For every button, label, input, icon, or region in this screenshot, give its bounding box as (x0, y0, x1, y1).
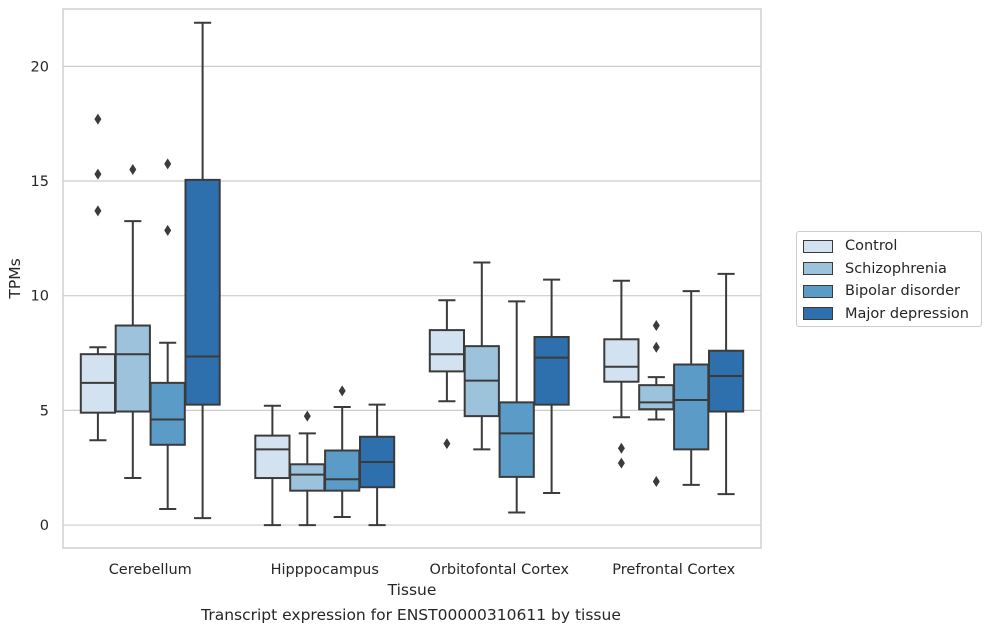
box-3-3 (707, 272, 745, 496)
outlier-point (129, 164, 137, 176)
box-body (324, 449, 361, 492)
x-tick-labels: Cerebellum Hipppocampus Orbitofontal Corte… (109, 562, 736, 578)
outlier-point (338, 385, 346, 397)
outlier-point (94, 205, 102, 217)
box-body (533, 335, 570, 406)
y-tick-label: 0 (40, 518, 49, 534)
outlier-point (164, 158, 172, 170)
legend-label: Schizophrenia (845, 260, 947, 277)
box-1-2 (324, 385, 361, 519)
y-axis-label: TPMs (6, 258, 24, 299)
outlier-point (443, 438, 451, 450)
box-body (498, 401, 535, 478)
box-1-3 (358, 403, 396, 527)
box-2-1 (463, 261, 500, 451)
boxes (79, 21, 745, 527)
outlier-point (617, 457, 625, 469)
box-2-0 (428, 299, 466, 450)
box-body (673, 363, 710, 451)
box-2-3 (533, 278, 570, 494)
box-body (289, 463, 326, 492)
chart-caption: Transcript expression for ENST0000031061… (201, 606, 621, 624)
legend-swatch (803, 262, 833, 276)
legend-swatch (803, 284, 833, 298)
legend-item: Schizophrenia (803, 258, 981, 281)
x-tick-label: Prefrontal Cortex (612, 562, 735, 578)
outlier-point (652, 341, 660, 353)
box-0-0 (79, 113, 117, 442)
x-axis-label: Tissue (387, 581, 437, 599)
outlier-point (652, 320, 660, 332)
legend-item: Bipolar disorder (803, 280, 981, 303)
x-tick-label: Hipppocampus (271, 562, 379, 578)
legend-label: Control (845, 238, 898, 255)
outlier-point (652, 475, 660, 487)
outlier-point (617, 442, 625, 454)
y-tick-label: 20 (31, 59, 49, 75)
outlier-point (94, 113, 102, 125)
legend-label: Bipolar disorder (845, 283, 960, 300)
legend-label: Major depression (845, 305, 969, 322)
legend-item: Major depression (803, 303, 981, 326)
box-body (707, 349, 745, 413)
legend: Control Schizophrenia Bipolar disorder Majo… (796, 231, 982, 327)
box-body (254, 434, 291, 480)
outlier-point (164, 224, 172, 236)
box-body (114, 324, 151, 413)
box-body (603, 338, 640, 383)
box-3-1 (638, 320, 675, 487)
legend-item: Control (803, 235, 981, 258)
x-tick-label: Orbitofontal Cortex (430, 562, 570, 578)
box-body (184, 178, 221, 406)
y-tick-label: 15 (31, 174, 49, 190)
box-body (149, 381, 186, 446)
box-3-0 (603, 279, 640, 469)
box-1-1 (289, 410, 326, 527)
box-3-2 (673, 290, 710, 486)
box-0-1 (114, 164, 151, 480)
y-tick-labels: 0 5 10 15 20 (31, 59, 49, 534)
box-0-2 (149, 158, 186, 511)
plot-area-frame (62, 8, 762, 549)
box-body (638, 384, 675, 411)
outlier-point (303, 410, 311, 422)
legend-swatch (803, 239, 833, 253)
x-tick-label: Cerebellum (109, 562, 192, 578)
box-1-0 (254, 404, 291, 527)
box-body (428, 329, 466, 373)
box-2-2 (498, 300, 535, 514)
box-0-3 (184, 21, 221, 520)
outlier-point (94, 168, 102, 180)
y-tick-label: 10 (31, 289, 49, 305)
y-tick-label: 5 (40, 403, 49, 419)
legend-swatch (803, 307, 833, 321)
